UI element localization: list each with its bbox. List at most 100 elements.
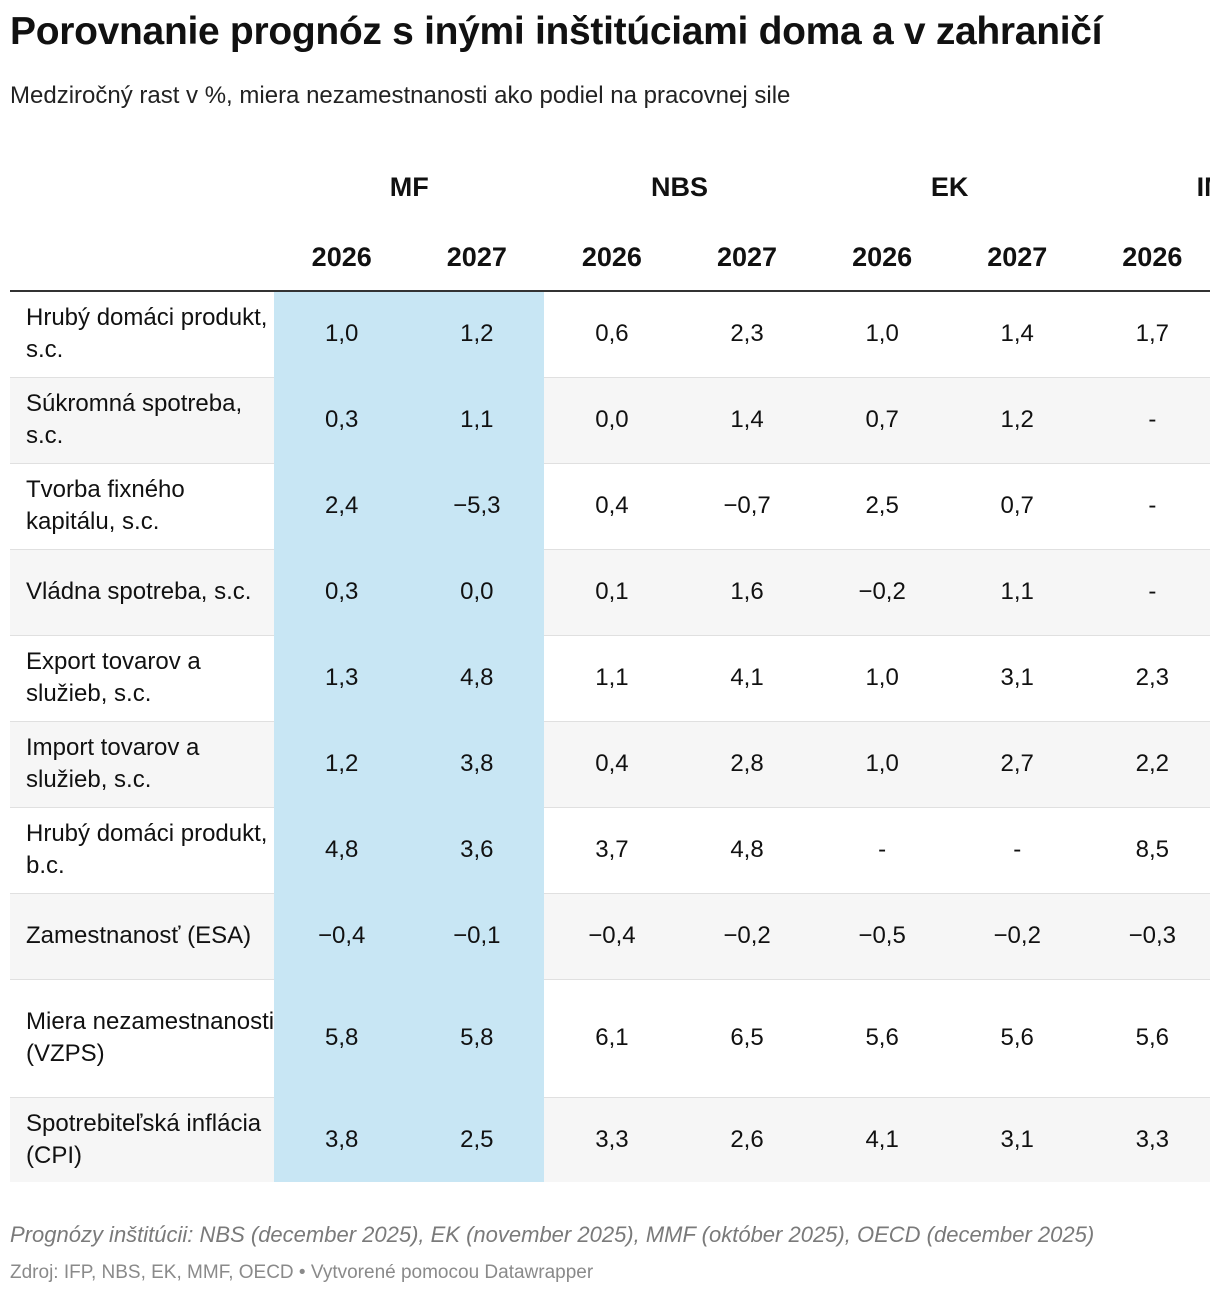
value-cell: 6,5 [679,979,815,1098]
table-row: Spotrebiteľská inflácia (CPI) 3,8 2,5 3,3 2,… [10,1097,1210,1182]
year-header: 2026 [544,224,680,292]
value-cell: −0,3 [1084,893,1210,980]
chart-title: Porovnanie prognóz s inými inštitúciami … [10,10,1103,53]
value-cell: 5,6 [1084,979,1210,1098]
institution-header: NBS [650,171,708,202]
value-cell: 2,2 [1084,721,1210,808]
value-cell: 0,0 [409,549,545,636]
value-cell: - [1084,463,1210,550]
value-cell: 2,3 [679,291,815,378]
value-cell: −0,5 [814,893,950,980]
table-row: Súkromná spotreba, s.c. 0,3 1,1 0,0 1,4 0,7 1,… [10,377,1210,464]
institution-header: MF [389,171,429,202]
value-cell: 1,4 [679,377,815,464]
value-cell: −5,3 [409,463,545,550]
year-header: 2027 [949,224,1085,292]
row-label: Export tovarov a služieb, s.c. [10,635,275,722]
value-cell: 6,1 [544,979,680,1098]
value-cell: 8,5 [1084,807,1210,894]
institution-header-row: MF NBS EK IMF [10,150,1210,224]
value-cell: 4,1 [814,1097,950,1182]
value-cell: 1,6 [679,549,815,636]
table-row: Vládna spotreba, s.c. 0,3 0,0 0,1 1,6 −0,2 1,1… [10,549,1210,636]
value-cell: −0,2 [949,893,1085,980]
row-label: Spotrebiteľská inflácia (CPI) [10,1097,275,1182]
header-empty [10,150,274,224]
table-row: Export tovarov a služieb, s.c. 1,3 4,8 1,1 4… [10,635,1210,722]
value-cell: 0,0 [544,377,680,464]
value-cell: −0,1 [409,893,545,980]
value-cell: 2,8 [679,721,815,808]
value-cell: 3,3 [544,1097,680,1182]
forecast-table-container: MF NBS EK IMF 2026 2027 2026 2027 2026 2… [10,150,1210,1182]
institution-header: IMF [1196,171,1210,202]
institution-header: EK [930,171,969,202]
value-cell: 0,7 [949,463,1085,550]
year-header: 2027 [409,224,545,292]
year-header: 2026 [1084,224,1210,292]
value-cell: 0,7 [814,377,950,464]
value-cell: 0,6 [544,291,680,378]
value-cell: 0,3 [274,377,410,464]
value-cell: 4,8 [679,807,815,894]
table-row: Tvorba fixného kapitálu, s.c. 2,4 −5,3 0,4−… [10,463,1210,550]
row-label: Hrubý domáci produkt, b.c. [10,807,275,894]
row-label: Tvorba fixného kapitálu, s.c. [10,463,275,550]
value-cell: 1,2 [274,721,410,808]
row-label: Vládna spotreba, s.c. [10,549,275,636]
year-header: 2026 [274,224,410,292]
value-cell: −0,4 [544,893,680,980]
table-row: Zamestnanosť (ESA) −0,4 −0,1 −0,4 −0,2 −0,5 −0… [10,893,1210,980]
value-cell: 2,4 [274,463,410,550]
value-cell: 1,1 [409,377,545,464]
value-cell: 2,6 [679,1097,815,1182]
footnote: Prognózy inštitúcii: NBS (december 2025)… [10,1222,1095,1247]
value-cell: 1,0 [814,291,950,378]
value-cell: 1,2 [409,291,545,378]
value-cell: - [814,807,950,894]
value-cell: 1,0 [814,635,950,722]
value-cell: −0,7 [679,463,815,550]
table-row: Miera nezamestnanosti (VZPS) 5,8 5,8 6,1 6,5… [10,979,1210,1098]
row-label: Import tovarov a služieb, s.c. [10,721,275,808]
value-cell: −0,2 [679,893,815,980]
value-cell: 1,1 [544,635,680,722]
value-cell: - [949,807,1085,894]
chart-subtitle: Medziročný rast v %, miera nezamestnanos… [10,82,791,109]
source-line: Zdroj: IFP, NBS, EK, MMF, OECD • Vytvore… [10,1262,594,1283]
value-cell: 4,8 [409,635,545,722]
row-label: Miera nezamestnanosti (VZPS) [10,979,275,1098]
value-cell: 3,8 [274,1097,410,1182]
row-label: Zamestnanosť (ESA) [10,893,275,980]
table-row: Import tovarov a služieb, s.c. 1,2 3,8 0,4 2… [10,721,1210,808]
value-cell: 2,5 [814,463,950,550]
value-cell: 0,4 [544,721,680,808]
value-cell: 5,6 [949,979,1085,1098]
value-cell: 3,8 [409,721,545,808]
value-cell: 1,2 [949,377,1085,464]
value-cell: 4,1 [679,635,815,722]
value-cell: 1,3 [274,635,410,722]
value-cell: 1,1 [949,549,1085,636]
row-label: Hrubý domáci produkt, s.c. [10,291,275,378]
value-cell: - [1084,377,1210,464]
value-cell: 2,5 [409,1097,545,1182]
value-cell: 4,8 [274,807,410,894]
value-cell: 2,7 [949,721,1085,808]
value-cell: 5,8 [409,979,545,1098]
year-header-row: 2026 2027 2026 2027 2026 2027 2026 [10,224,1210,292]
value-cell: 1,4 [949,291,1085,378]
value-cell: 0,1 [544,549,680,636]
value-cell: 3,1 [949,635,1085,722]
row-label: Súkromná spotreba, s.c. [10,377,275,464]
value-cell: 3,1 [949,1097,1085,1182]
header-empty [10,224,275,292]
year-header: 2026 [814,224,950,292]
value-cell: 0,3 [274,549,410,636]
table-body: Hrubý domáci produkt, s.c. 1,0 1,2 0,6 2,3 1,… [10,291,1210,1182]
value-cell: 5,6 [814,979,950,1098]
table-row: Hrubý domáci produkt, b.c. 4,8 3,6 3,7 4,8- -… [10,807,1210,894]
value-cell: 1,0 [274,291,410,378]
value-cell: 1,7 [1084,291,1210,378]
table-row: Hrubý domáci produkt, s.c. 1,0 1,2 0,6 2,3 1,… [10,291,1210,378]
